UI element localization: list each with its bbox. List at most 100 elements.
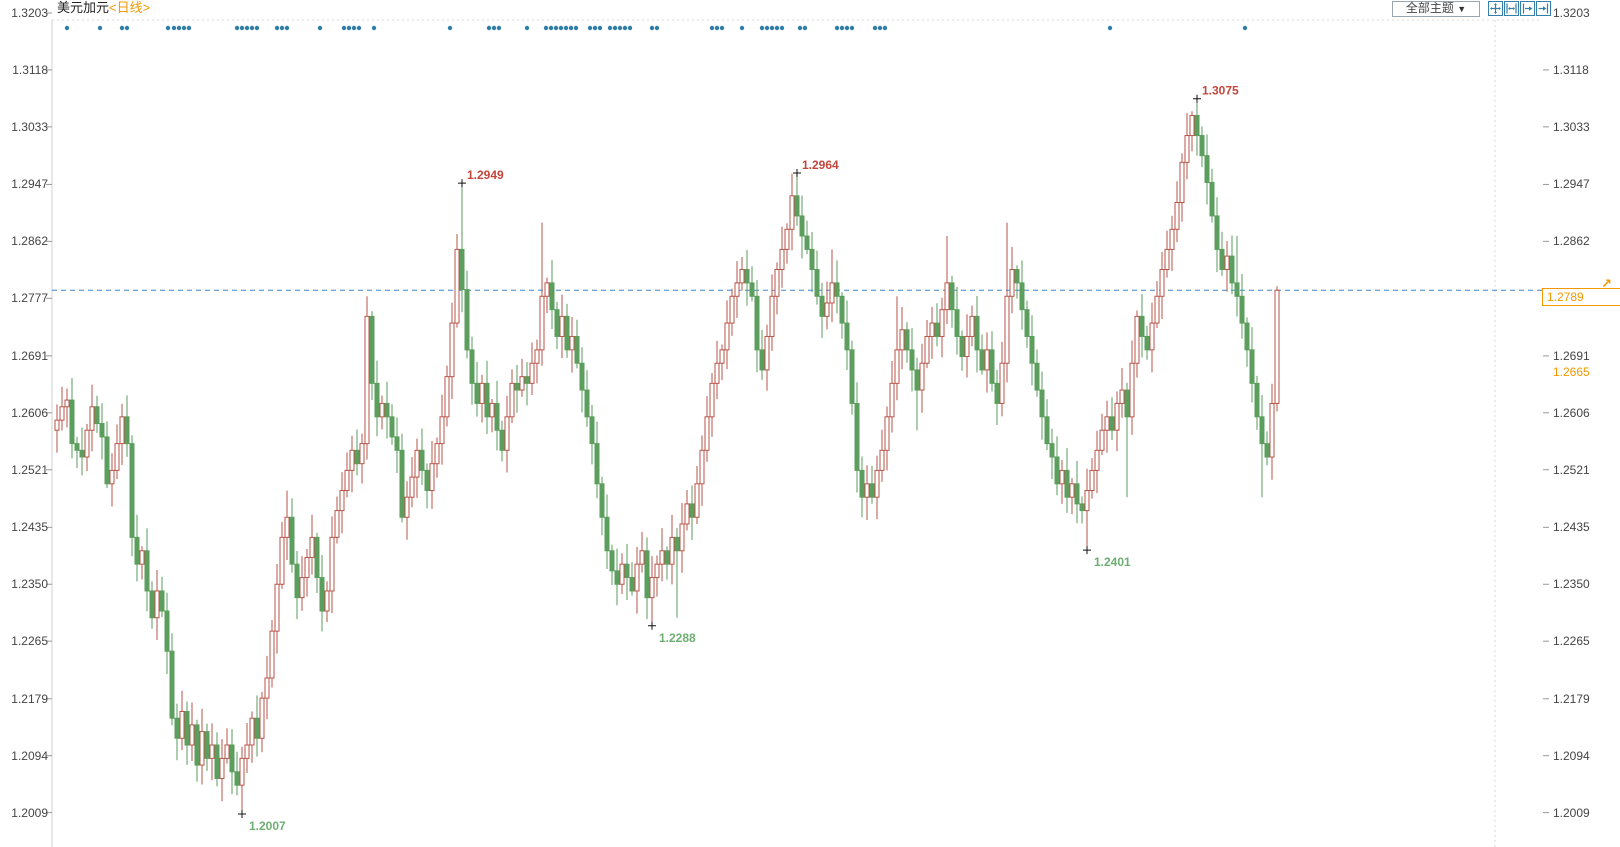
event-marker-dot[interactable] [764,25,770,31]
event-marker-dot[interactable] [176,25,182,31]
candle-down [1074,483,1080,505]
candle-up [969,315,975,337]
event-marker-dot[interactable] [97,25,103,31]
swing-high-label: 1.2964 [802,158,839,172]
event-marker-dot[interactable] [654,25,660,31]
themes-dropdown[interactable]: 全部主题 ▼ [1392,1,1480,17]
event-marker-dot[interactable] [774,25,780,31]
event-marker-dot[interactable] [607,25,613,31]
event-marker-dot[interactable] [739,25,745,31]
event-marker-dot[interactable] [486,25,492,31]
event-marker-dot[interactable] [496,25,502,31]
event-marker-dot[interactable] [802,25,808,31]
scroll-right-button[interactable] [1520,1,1535,16]
event-marker-dot[interactable] [797,25,803,31]
event-marker-dot[interactable] [1242,25,1248,31]
candle-up [489,402,495,418]
event-marker-dot[interactable] [597,25,603,31]
event-marker-dot[interactable] [341,25,347,31]
event-marker-dot[interactable] [351,25,357,31]
fit-axis-button[interactable] [1504,1,1519,16]
event-marker-dot[interactable] [714,25,720,31]
event-marker-dot[interactable] [587,25,593,31]
candle-down [994,382,1000,404]
event-marker-dot[interactable] [186,25,192,31]
candle-up [539,295,545,351]
candle-down [974,315,980,351]
event-marker-dot[interactable] [64,25,70,31]
event-marker-dot[interactable] [877,25,883,31]
event-marker-dot[interactable] [839,25,845,31]
candle-up [1009,268,1015,297]
event-marker-dot[interactable] [592,25,598,31]
candle-up [59,406,65,421]
candle-down [384,402,390,418]
candle-up [884,416,890,451]
event-marker-dot[interactable] [491,25,497,31]
event-marker-dot[interactable] [882,25,888,31]
candle-up [379,402,385,418]
event-marker-dot[interactable] [769,25,775,31]
event-marker-dot[interactable] [274,25,280,31]
candle-down [819,295,825,317]
event-marker-dot[interactable] [234,25,240,31]
event-marker-dot[interactable] [447,25,453,31]
event-marker-dot[interactable] [834,25,840,31]
event-marker-dot[interactable] [254,25,260,31]
candle-up [864,483,870,498]
event-marker-dot[interactable] [612,25,618,31]
event-marker-dot[interactable] [119,25,125,31]
event-marker-dot[interactable] [171,25,177,31]
event-marker-dot[interactable] [284,25,290,31]
swing-low-label: 1.2288 [659,631,696,645]
event-marker-dot[interactable] [872,25,878,31]
event-marker-dot[interactable] [244,25,250,31]
event-marker-dot[interactable] [759,25,765,31]
event-marker-dot[interactable] [181,25,187,31]
event-marker-dot[interactable] [553,25,559,31]
event-marker-dot[interactable] [124,25,130,31]
event-marker-dot[interactable] [617,25,623,31]
candle-up [649,577,655,599]
event-marker-dot[interactable] [279,25,285,31]
event-marker-dot[interactable] [524,25,530,31]
candle-down [229,744,235,773]
candle-down [664,550,670,565]
event-marker-dot[interactable] [649,25,655,31]
event-marker-dot[interactable] [239,25,245,31]
candle-down [799,215,805,237]
candle-up [704,416,710,451]
candle-up [639,550,645,565]
event-marker-dot[interactable] [165,25,171,31]
event-marker-dot[interactable] [622,25,628,31]
event-marker-dot[interactable] [543,25,549,31]
jump-latest-button[interactable] [1536,1,1551,16]
swing-low-label: 1.2007 [249,819,286,833]
event-marker-dot[interactable] [371,25,377,31]
event-marker-dot[interactable] [548,25,554,31]
event-marker-dot[interactable] [844,25,850,31]
event-marker-dot[interactable] [779,25,785,31]
candle-up [964,335,970,358]
event-marker-dot[interactable] [568,25,574,31]
event-marker-dot[interactable] [563,25,569,31]
candle-down [1054,456,1060,485]
candle-down [149,590,155,619]
event-marker-dot[interactable] [709,25,715,31]
pan-button[interactable] [1488,1,1503,16]
candle-down [1209,181,1215,217]
candle-up [1189,114,1195,137]
event-marker-dot[interactable] [849,25,855,31]
event-marker-dot[interactable] [573,25,579,31]
candle-down [644,550,650,599]
event-marker-dot[interactable] [356,25,362,31]
event-marker-dot[interactable] [1107,25,1113,31]
event-marker-dot[interactable] [558,25,564,31]
candle-up [569,335,575,351]
event-marker-dot[interactable] [627,25,633,31]
event-marker-dot[interactable] [249,25,255,31]
event-marker-dot[interactable] [719,25,725,31]
event-marker-dot[interactable] [346,25,352,31]
event-marker-dot[interactable] [317,25,323,31]
